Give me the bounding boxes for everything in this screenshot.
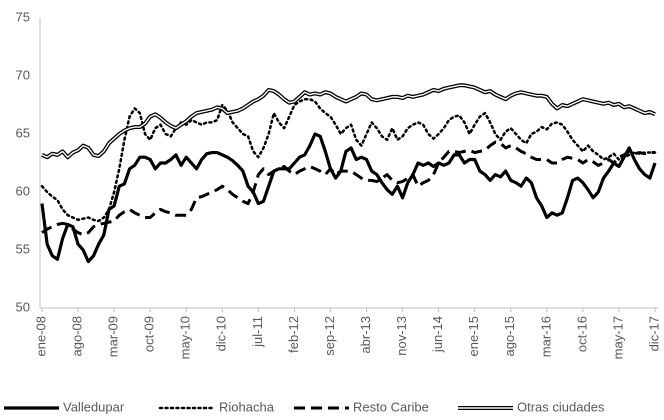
legend-label: Otras ciudades [517, 399, 605, 414]
x-tick-label: ene-15 [466, 316, 481, 356]
x-tick-label: jul-11 [250, 316, 265, 348]
y-tick-label: 70 [16, 67, 30, 82]
y-tick-label: 50 [16, 299, 30, 314]
series-line [40, 97, 657, 223]
series-line [40, 132, 657, 264]
x-tick-label: dic-17 [646, 316, 661, 351]
x-tick-label: mar-16 [538, 316, 553, 357]
y-tick-label: 55 [16, 241, 30, 256]
x-tick-label: abr-13 [358, 316, 373, 354]
x-tick-label: sep-12 [322, 316, 337, 356]
series-line-inner [41, 84, 656, 158]
x-tick-label: ago-15 [502, 316, 517, 356]
legend-label: Resto Caribe [353, 399, 429, 414]
x-tick-label: nov-13 [394, 316, 409, 356]
series-line [41, 83, 656, 160]
legend-label: Valledupar [63, 399, 125, 414]
series-line [41, 140, 655, 237]
x-tick-label: oct-09 [142, 316, 157, 352]
x-tick-label: may-10 [178, 316, 193, 359]
x-tick-label: may-17 [610, 316, 625, 359]
x-tick-label: ene-08 [33, 316, 48, 356]
x-tick-label: ago-08 [69, 316, 84, 356]
x-tick-label: feb-12 [286, 316, 301, 353]
y-tick-label: 60 [16, 183, 30, 198]
x-tick-label: mar-09 [106, 316, 121, 357]
legend-label: Riohacha [219, 399, 275, 414]
y-tick-label: 75 [16, 9, 30, 24]
y-tick-label: 65 [16, 125, 30, 140]
x-tick-label: dic-10 [214, 316, 229, 351]
x-tick-label: jun-14 [430, 316, 445, 353]
x-tick-label: oct-16 [574, 316, 589, 352]
